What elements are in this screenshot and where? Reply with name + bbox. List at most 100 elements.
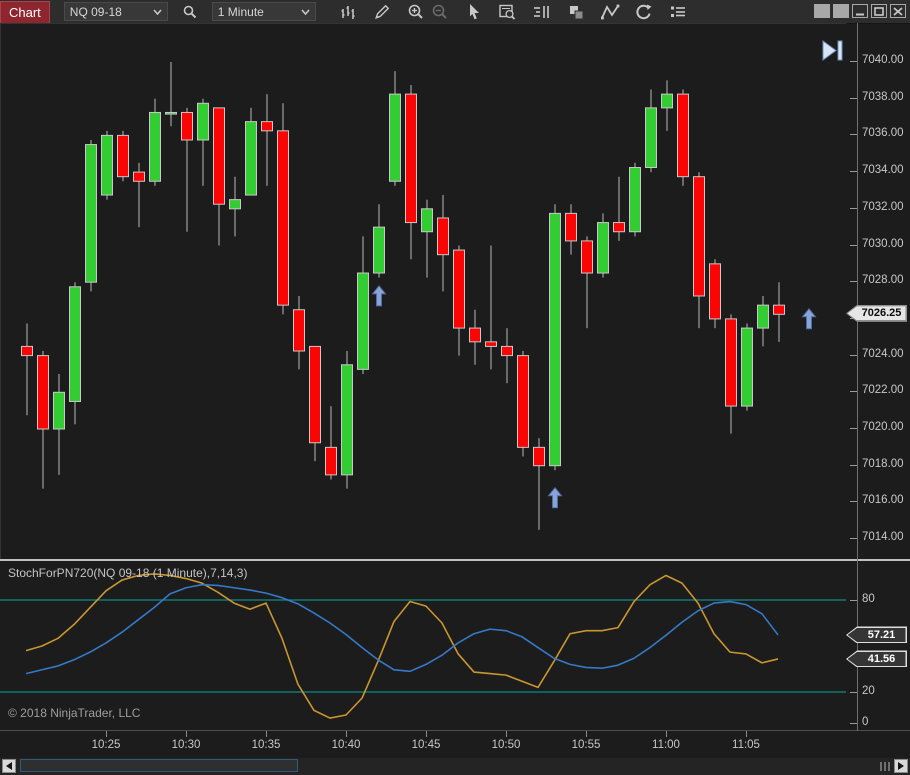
- time-tick-label: 10:35: [251, 739, 281, 751]
- indicator-tick-label: 80: [862, 593, 875, 605]
- price-tick-label: 7032.00: [862, 200, 904, 213]
- last-price-marker: 7026.25: [846, 304, 907, 322]
- zigzag-button[interactable]: [598, 2, 622, 22]
- maximize-button[interactable]: [871, 4, 887, 18]
- candlestick: [773, 282, 785, 342]
- properties-button[interactable]: [666, 2, 690, 22]
- time-tick: [746, 731, 747, 737]
- panel-splitter[interactable]: [0, 559, 910, 561]
- horizontal-scrollbar: [0, 758, 910, 775]
- price-tick-label: 7014.00: [862, 531, 904, 544]
- cursor-pointer-icon: [469, 4, 479, 20]
- indicator-tick: [850, 722, 857, 724]
- copyright-text: © 2018 NinjaTrader, LLC: [8, 706, 141, 720]
- price-tick-label: 7040.00: [862, 54, 904, 66]
- data-box-icon: [499, 4, 516, 20]
- zoom-in-icon: [408, 4, 423, 19]
- time-axis[interactable]: 10:25 10:30 10:35 10:40 10:45 10:50 10:55 11:00…: [0, 731, 910, 758]
- close-icon: [893, 6, 903, 16]
- candlestick: [517, 351, 529, 457]
- candlestick: [613, 176, 625, 241]
- price-tick-label: 7018.00: [862, 457, 904, 470]
- indicator-tick-label: 0: [862, 715, 869, 728]
- candlestick: [309, 345, 321, 462]
- cursor-button[interactable]: [462, 2, 486, 22]
- time-tick: [586, 731, 587, 737]
- price-tick: [850, 391, 857, 393]
- scroll-right-button[interactable]: [894, 759, 908, 773]
- panel-toggle-button-1[interactable]: [814, 4, 830, 18]
- close-button[interactable]: [890, 4, 906, 18]
- data-series-button[interactable]: [530, 2, 554, 22]
- price-tick: [850, 97, 857, 99]
- chevron-down-icon: [301, 8, 310, 15]
- reload-button[interactable]: [632, 2, 656, 22]
- indicator-tick: [850, 600, 857, 601]
- candlestick: [597, 213, 609, 278]
- candlestick: [277, 103, 289, 315]
- candlestick: [85, 139, 97, 292]
- price-tick: [850, 61, 857, 62]
- time-tick-label: 10:50: [491, 739, 521, 751]
- price-tick: [850, 134, 857, 136]
- price-tick-label: 7020.00: [862, 421, 904, 433]
- scroll-left-button[interactable]: [2, 759, 16, 773]
- window-controls: [814, 4, 906, 18]
- candlestick: [181, 107, 193, 232]
- panel-toggle-button-2[interactable]: [833, 4, 849, 18]
- buy-signal-arrow-icon: [801, 308, 817, 330]
- toolbar: Chart NQ 09-18 1 Minute: [0, 0, 910, 24]
- candlestick: [645, 89, 657, 173]
- price-tick: [850, 354, 857, 356]
- draw-button[interactable]: [370, 2, 394, 22]
- objects-button[interactable]: [564, 2, 588, 22]
- price-tick-label: 7030.00: [862, 237, 904, 250]
- bar-chart-icon: [341, 5, 355, 19]
- candlestick: [213, 107, 225, 246]
- time-tick-label: 10:25: [91, 739, 121, 751]
- go-to-last-bar-button[interactable]: [820, 38, 846, 64]
- chart-style-button[interactable]: [336, 2, 360, 22]
- candlestick: [293, 295, 305, 370]
- candlestick: [453, 245, 465, 356]
- chart-tab[interactable]: Chart: [0, 1, 50, 23]
- candlestick: [405, 84, 417, 260]
- time-tick-label: 10:40: [331, 739, 361, 751]
- price-tick: [850, 244, 857, 246]
- candlestick: [373, 204, 385, 278]
- interval-selector[interactable]: 1 Minute: [211, 2, 316, 21]
- minimize-icon: [856, 13, 864, 15]
- instrument-selector[interactable]: NQ 09-18: [63, 2, 168, 21]
- data-box-button[interactable]: [496, 2, 520, 22]
- layers-icon: [569, 5, 584, 19]
- time-tick: [186, 731, 187, 737]
- candlestick: [245, 107, 257, 196]
- candlestick: [421, 199, 433, 278]
- candlestick: [69, 282, 81, 425]
- instrument-value: NQ 09-18: [69, 4, 122, 19]
- zoom-out-button[interactable]: [428, 2, 452, 22]
- mini-chart-icon[interactable]: [877, 760, 892, 773]
- scrollbar-thumb[interactable]: [20, 759, 298, 772]
- price-tick-label: 7028.00: [862, 274, 904, 287]
- reload-icon: [636, 4, 652, 19]
- interval-value: 1 Minute: [217, 4, 264, 19]
- instrument-search-button[interactable]: [178, 2, 202, 22]
- go-to-end-icon: [822, 40, 843, 61]
- candlestick: [725, 314, 737, 434]
- candlestick: [229, 176, 241, 237]
- price-tick: [850, 428, 857, 429]
- time-tick: [506, 731, 507, 737]
- minimize-button[interactable]: [852, 4, 868, 18]
- maximize-icon: [874, 6, 884, 16]
- indicator-line-K: [25, 573, 779, 719]
- search-icon: [183, 5, 197, 18]
- price-tick: [850, 464, 857, 466]
- price-tick-label: 7022.00: [862, 384, 904, 397]
- indicator-tick: [850, 692, 857, 693]
- indicator-panel[interactable]: [0, 561, 846, 730]
- zoom-out-icon: [432, 4, 447, 19]
- stochastic-plot: [0, 573, 846, 719]
- price-chart-panel[interactable]: [0, 23, 846, 559]
- zoom-in-button[interactable]: [404, 2, 428, 22]
